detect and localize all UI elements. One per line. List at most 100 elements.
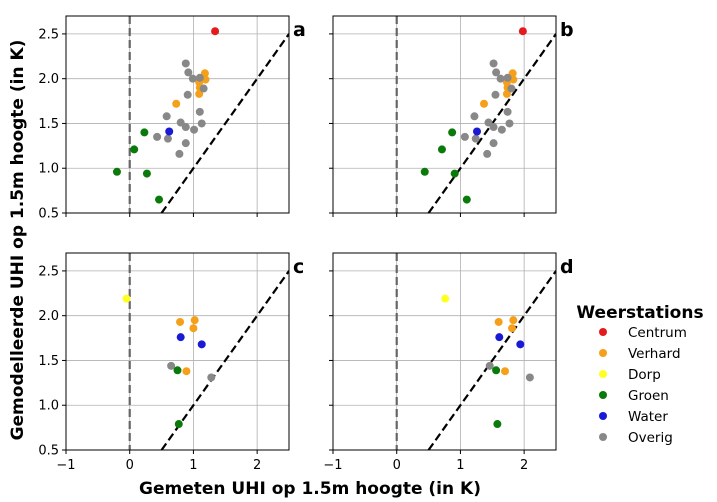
- data-point-dorp: [441, 294, 450, 303]
- data-point-water: [472, 127, 481, 136]
- identity-line: [160, 270, 289, 450]
- legend-marker-overig: [599, 433, 607, 441]
- data-point-verhard: [480, 99, 489, 108]
- legend-items: Centrum Verhard Dorp Groen Water Overig: [599, 325, 687, 446]
- data-point-overig: [153, 132, 162, 141]
- y-tick-label: 0.5: [38, 207, 59, 222]
- x-tick-label: 2: [253, 458, 261, 473]
- panel-label: b: [560, 19, 574, 41]
- y-tick-label: 1.0: [38, 399, 59, 414]
- data-point-overig: [188, 74, 197, 83]
- y-tick-label: 2.5: [38, 27, 59, 42]
- data-point-verhard: [176, 317, 185, 326]
- data-point-dorp: [122, 294, 131, 303]
- data-point-overig: [503, 73, 512, 82]
- x-tick-label: 2: [520, 458, 528, 473]
- data-point-verhard: [182, 367, 191, 376]
- data-point-overig: [489, 123, 498, 132]
- data-point-overig: [199, 84, 208, 93]
- data-point-overig: [181, 59, 190, 68]
- data-point-overig: [183, 90, 192, 99]
- data-point-overig: [525, 373, 534, 382]
- data-point-overig: [507, 84, 516, 93]
- data-point-groen: [450, 169, 459, 178]
- y-tick-label: 1.0: [38, 162, 59, 177]
- data-point-overig: [207, 373, 216, 382]
- data-point-overig: [497, 125, 506, 134]
- data-point-centrum: [518, 27, 527, 36]
- x-tick-label: −1: [56, 458, 75, 473]
- legend-marker-water: [599, 412, 607, 420]
- x-tick-label: 1: [189, 458, 197, 473]
- data-point-overig: [184, 68, 193, 77]
- data-point-groen: [493, 420, 502, 429]
- data-point-overig: [491, 90, 500, 99]
- y-axis-label: Gemodelleerde UHI op 1.5m hoogte (in K): [8, 40, 28, 441]
- y-tick-label: 1.5: [38, 354, 59, 369]
- y-tick-label: 0.5: [38, 444, 59, 459]
- data-point-water: [197, 340, 206, 349]
- data-point-groen: [437, 145, 446, 154]
- legend-marker-dorp: [599, 370, 607, 378]
- data-point-overig: [505, 119, 514, 128]
- data-point-overig: [496, 74, 505, 83]
- panel-label: c: [293, 256, 304, 278]
- legend-title: Weerstations: [576, 303, 703, 323]
- legend-label-centrum: Centrum: [628, 325, 687, 341]
- x-tick-label: 0: [126, 458, 134, 473]
- data-point-verhard: [195, 89, 204, 98]
- legend-marker-verhard: [599, 349, 607, 357]
- data-point-overig: [485, 361, 494, 370]
- panel-b: b: [329, 15, 574, 217]
- data-point-overig: [471, 134, 480, 143]
- data-point-overig: [489, 59, 498, 68]
- plot-frame: [65, 252, 290, 451]
- data-point-groen: [140, 128, 149, 137]
- data-point-groen: [448, 128, 457, 137]
- data-point-verhard: [508, 324, 517, 333]
- y-tick-label: 1.5: [38, 117, 59, 132]
- legend-label-water: Water: [628, 409, 668, 425]
- data-point-verhard: [172, 99, 181, 108]
- data-point-groen: [492, 366, 501, 375]
- x-tick-label: −1: [323, 458, 342, 473]
- plot-frame: [65, 15, 290, 214]
- data-point-groen: [462, 195, 471, 204]
- data-point-overig: [489, 139, 498, 148]
- data-point-overig: [503, 107, 512, 116]
- data-point-water: [176, 333, 185, 342]
- data-point-overig: [483, 149, 492, 158]
- data-point-groen: [173, 366, 182, 375]
- legend-label-overig: Overig: [628, 430, 673, 446]
- identity-line: [160, 33, 289, 213]
- data-point-verhard: [189, 324, 198, 333]
- x-tick-label: 1: [456, 458, 464, 473]
- y-tick-label: 2.5: [38, 264, 59, 279]
- data-point-water: [516, 340, 525, 349]
- data-point-verhard: [190, 316, 199, 325]
- data-point-overig: [175, 149, 184, 158]
- y-tick-label: 2.0: [38, 72, 59, 87]
- panel-label: a: [293, 19, 306, 41]
- data-point-groen: [142, 169, 151, 178]
- data-point-verhard: [494, 317, 503, 326]
- data-point-verhard: [509, 316, 518, 325]
- data-point-water: [495, 333, 504, 342]
- data-point-overig: [460, 132, 469, 141]
- legend: Weerstations Centrum Verhard Dorp Groen Wate…: [576, 303, 703, 446]
- data-point-overig: [163, 134, 172, 143]
- data-point-groen: [174, 420, 183, 429]
- legend-label-groen: Groen: [628, 388, 669, 404]
- panel-a: 0.5 1.0 1.5 2.0 2.5 a: [38, 15, 306, 222]
- data-point-groen: [112, 167, 121, 176]
- data-point-overig: [190, 125, 199, 134]
- data-point-overig: [492, 68, 501, 77]
- data-point-overig: [195, 107, 204, 116]
- legend-label-verhard: Verhard: [628, 346, 681, 362]
- x-tick-label: 0: [393, 458, 401, 473]
- data-point-overig: [195, 73, 204, 82]
- panels-group: 0.5 1.0 1.5 2.0 2.5 a b 0.5 1.0 1.5 2.0 2.5 −1 0 1 2 c −1…: [38, 15, 574, 473]
- data-point-groen: [420, 167, 429, 176]
- data-point-verhard: [501, 367, 510, 376]
